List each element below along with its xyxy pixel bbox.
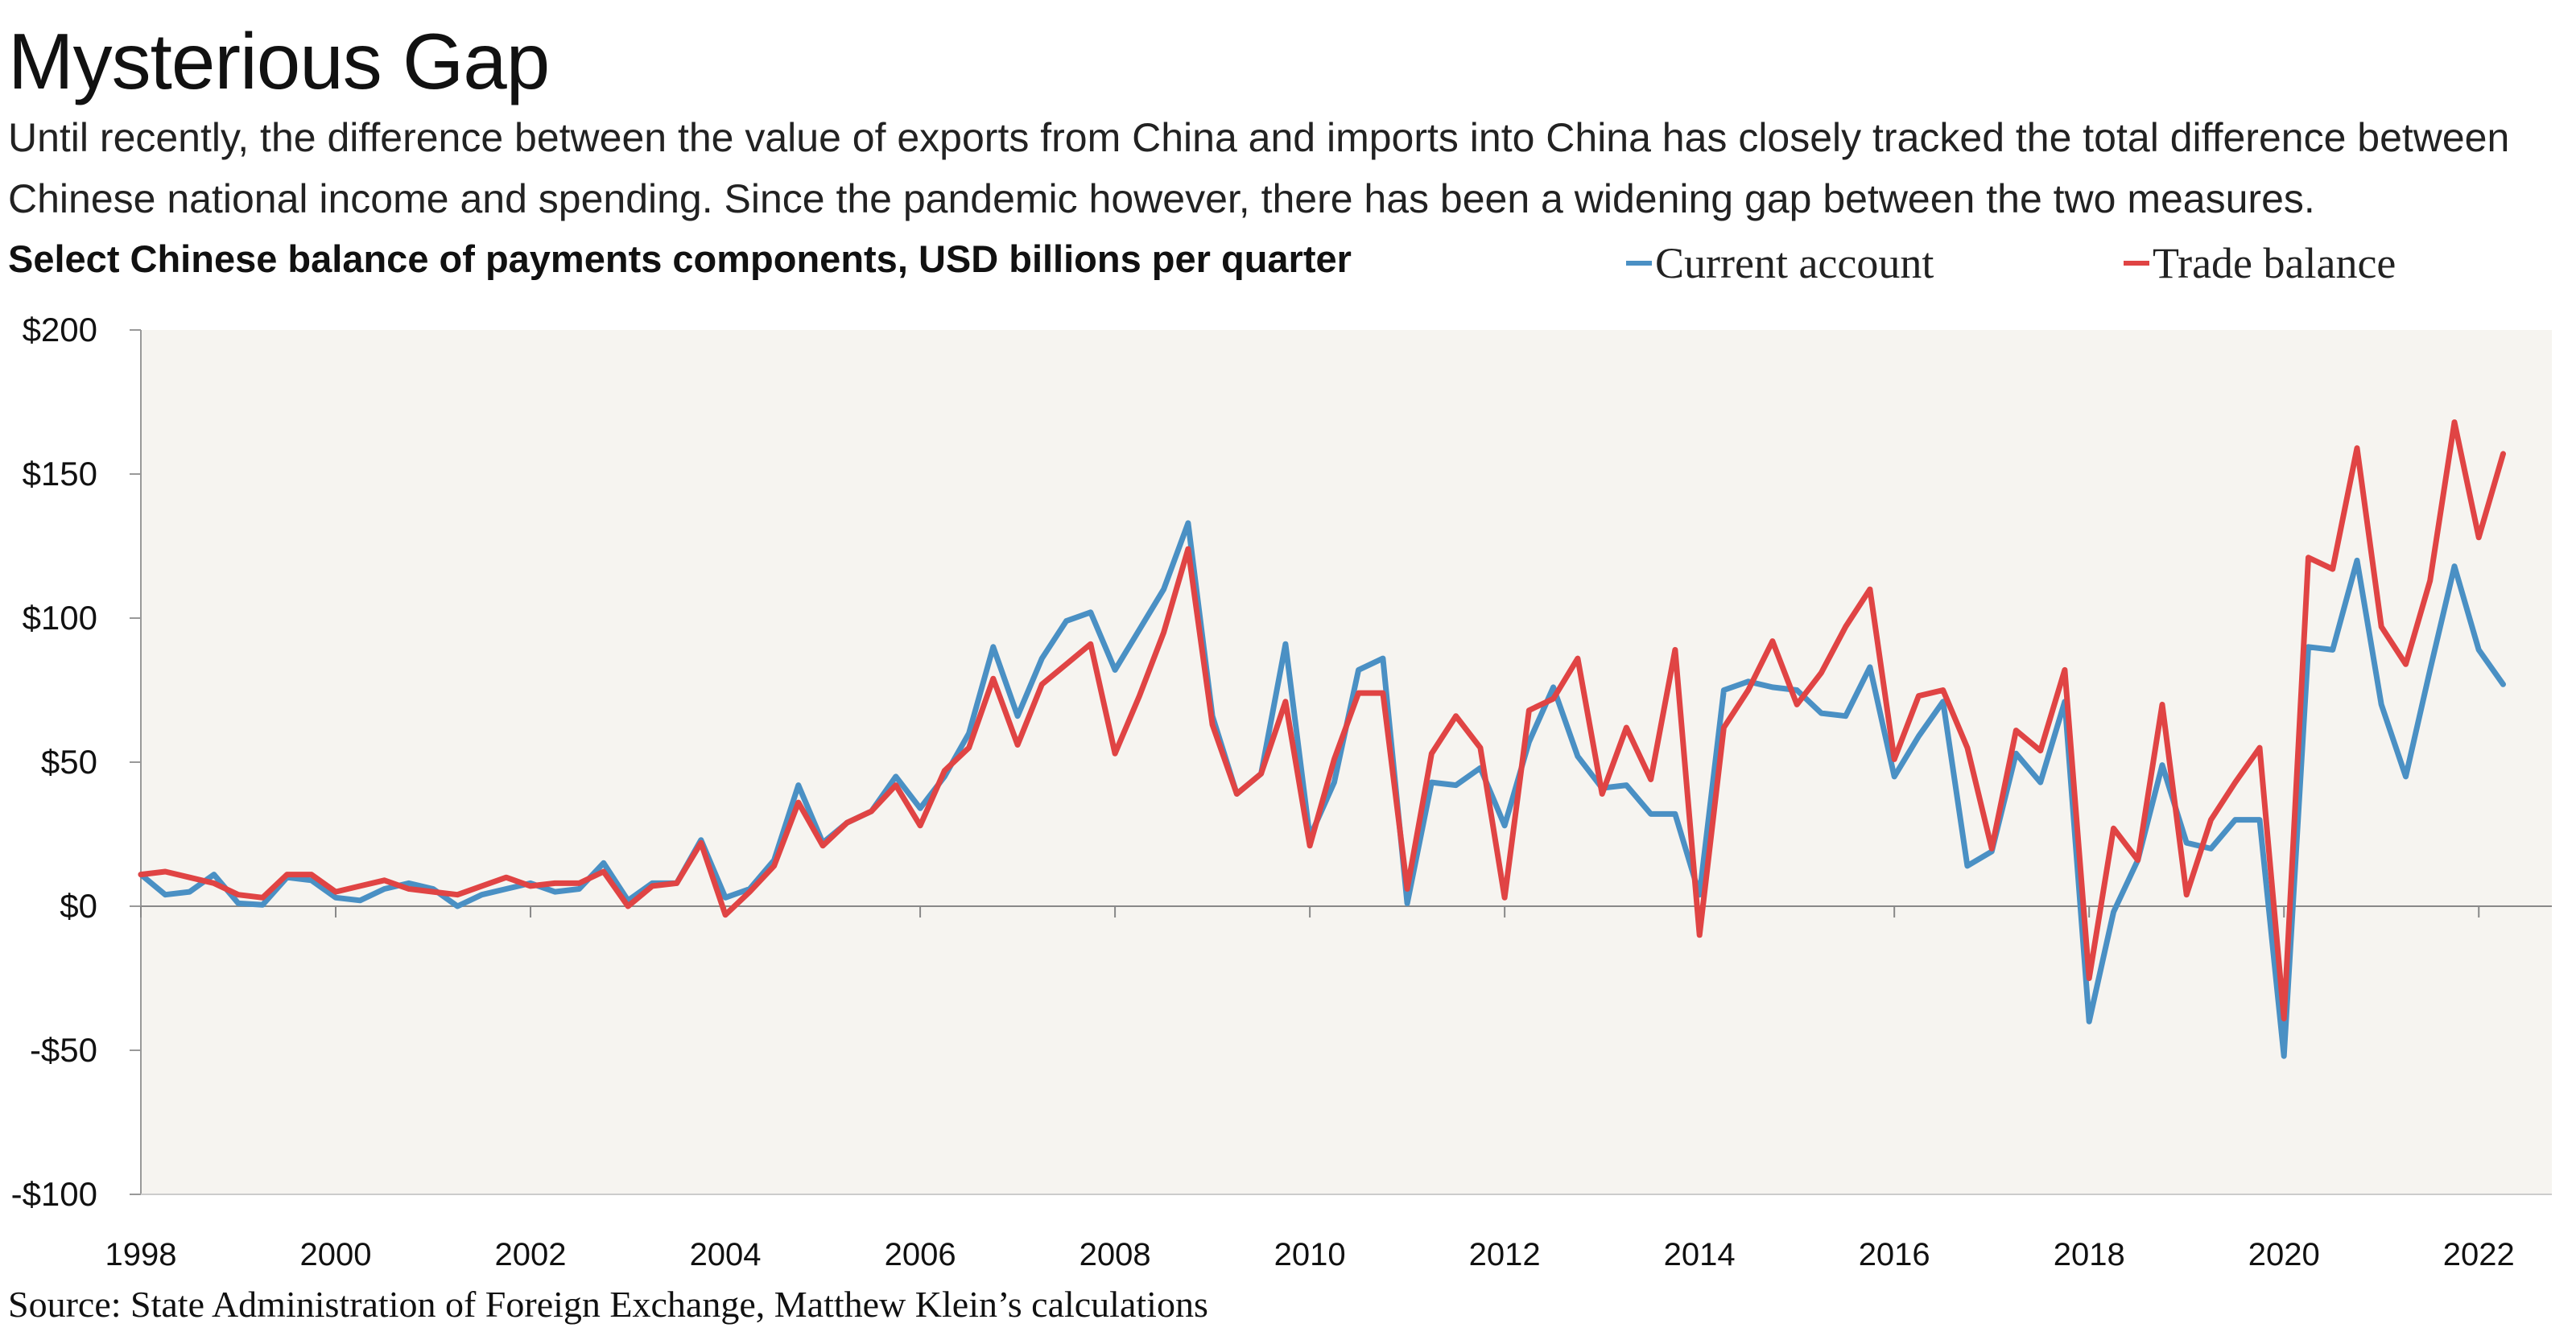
y-tick-label: -$50	[30, 1031, 97, 1069]
legend-label-current-account: Current account	[1655, 239, 1934, 287]
legend-swatch-current-account	[1626, 261, 1652, 266]
x-tick-label: 2020	[2248, 1237, 2320, 1272]
page-subtitle: Until recently, the difference between t…	[8, 115, 2510, 221]
y-tick-label: $150	[23, 455, 97, 493]
page-title: Mysterious Gap	[8, 17, 550, 105]
x-tick-label: 2004	[690, 1237, 762, 1272]
x-tick-label: 2018	[2054, 1237, 2125, 1272]
x-tick-label: 1998	[105, 1237, 177, 1272]
y-tick-label: -$100	[11, 1175, 97, 1213]
x-tick-label: 2012	[1469, 1237, 1541, 1272]
chart-title: Select Chinese balance of payments compo…	[8, 237, 1352, 280]
x-tick-label: 2022	[2443, 1237, 2515, 1272]
series-line-trade-balance	[138, 419, 2506, 1022]
legend-swatch-trade-balance	[2124, 261, 2149, 266]
x-tick-label: 2014	[1664, 1237, 1736, 1272]
y-tick-label: $100	[23, 599, 97, 637]
x-tick-label: 2006	[885, 1237, 956, 1272]
y-tick-label: $200	[23, 311, 97, 348]
x-tick-label: 2016	[1859, 1237, 1930, 1272]
x-tick-label: 2000	[300, 1237, 372, 1272]
source-note: Source: State Administration of Foreign …	[8, 1284, 1208, 1325]
y-tick-label: $50	[41, 743, 97, 781]
y-tick-label: $0	[60, 887, 97, 925]
legend-trade-balance: Trade balance	[2124, 238, 2396, 288]
x-tick-label: 2010	[1274, 1237, 1346, 1272]
legend-label-trade-balance: Trade balance	[2153, 239, 2396, 287]
x-tick-label: 2008	[1080, 1237, 1151, 1272]
x-tick-label: 2002	[495, 1237, 567, 1272]
legend-current-account: Current account	[1626, 238, 1934, 288]
plot-area	[141, 330, 2552, 1194]
